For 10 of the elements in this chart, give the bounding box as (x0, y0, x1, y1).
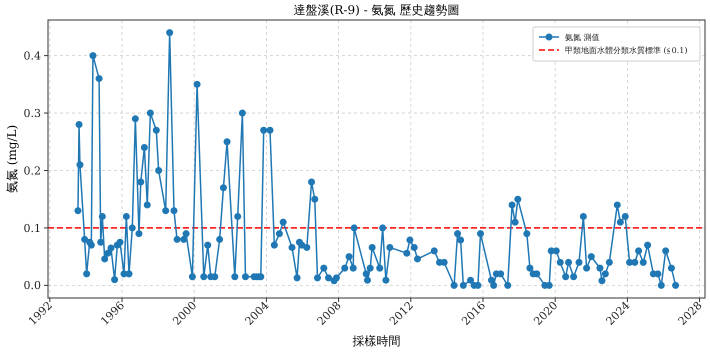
x-axis-title: 採樣時間 (352, 334, 400, 348)
y-tick-label: 0.1 (24, 222, 41, 235)
y-tick-label: 0.3 (24, 106, 41, 120)
y-tick-label: 0.2 (24, 164, 41, 178)
legend-label: 氨氮 測值 (565, 32, 600, 42)
y-tick-label: 0.0 (24, 279, 41, 292)
legend-label: 甲類地面水體分類水質標準 (≦0.1) (565, 46, 688, 55)
y-tick-label: 0.4 (24, 49, 41, 62)
chart-title: 達盤溪(R-9) - 氨氮 歷史趨勢圖 (294, 3, 460, 17)
y-axis-title: 氨氮 (mg/L) (5, 124, 19, 194)
